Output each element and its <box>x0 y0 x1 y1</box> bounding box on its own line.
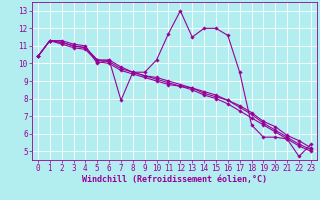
X-axis label: Windchill (Refroidissement éolien,°C): Windchill (Refroidissement éolien,°C) <box>82 175 267 184</box>
